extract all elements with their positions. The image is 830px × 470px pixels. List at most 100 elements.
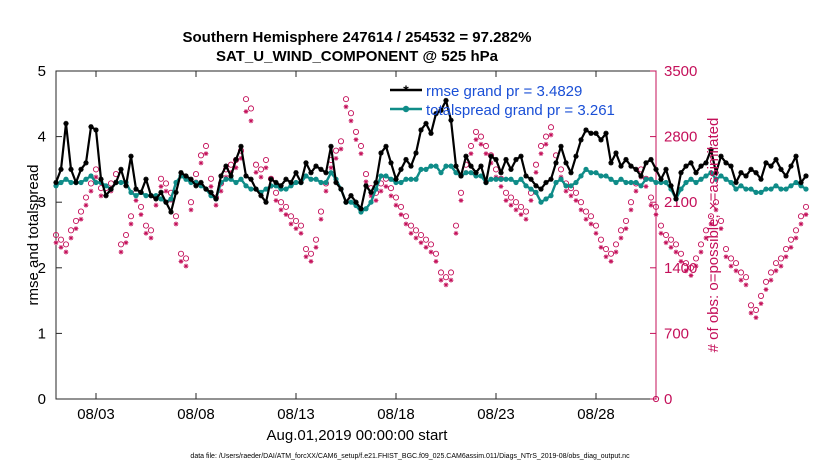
obs-assimilated-point bbox=[693, 263, 699, 269]
asterisk-stroke bbox=[59, 245, 63, 250]
asterisk-stroke bbox=[704, 236, 708, 240]
asterisk-stroke bbox=[643, 160, 649, 166]
asterisk-stroke bbox=[694, 264, 698, 269]
obs-possible-point bbox=[422, 236, 430, 243]
asterisk-stroke bbox=[514, 207, 518, 212]
obs-assimilated-point bbox=[248, 118, 254, 124]
asterisk-stroke bbox=[778, 167, 784, 172]
obs-possible-point bbox=[127, 213, 135, 220]
obs-assimilated-point bbox=[253, 170, 259, 175]
asterisk-stroke bbox=[164, 189, 168, 194]
totalspread-point bbox=[538, 199, 544, 205]
totalspread-point bbox=[323, 179, 329, 186]
obs-possible-point bbox=[672, 241, 680, 248]
obs-assimilated-point bbox=[203, 151, 209, 157]
obs-possible-point bbox=[182, 255, 190, 262]
obs-assimilated-point bbox=[588, 221, 594, 227]
obs-assimilated-point bbox=[433, 259, 439, 264]
obs-possible-point bbox=[762, 278, 770, 285]
asterisk-stroke bbox=[743, 173, 749, 179]
asterisk-stroke bbox=[118, 167, 124, 172]
asterisk-stroke bbox=[209, 184, 213, 189]
totalspread-point bbox=[418, 166, 424, 172]
asterisk-stroke bbox=[129, 221, 133, 226]
asterisk-stroke bbox=[238, 144, 244, 149]
obs-assimilated-point bbox=[143, 230, 149, 236]
totalspread-point bbox=[753, 189, 759, 195]
obs-possible-point bbox=[442, 274, 450, 281]
rmse-point bbox=[188, 176, 194, 182]
rmse-point bbox=[123, 183, 129, 189]
obs-assimilated-point bbox=[373, 198, 379, 203]
obs-possible-point bbox=[452, 222, 460, 229]
right-tick-label: 0 bbox=[664, 391, 672, 408]
asterisk-stroke bbox=[293, 170, 299, 176]
asterisk-stroke bbox=[303, 160, 309, 166]
asterisk-stroke bbox=[678, 170, 684, 176]
rmse-point bbox=[398, 166, 404, 172]
totalspread-point bbox=[573, 179, 579, 186]
obs-possible-point bbox=[727, 255, 735, 262]
rmse-point bbox=[178, 170, 184, 176]
obs-possible-point bbox=[432, 250, 440, 257]
asterisk-stroke bbox=[568, 170, 574, 176]
obs-possible-point bbox=[307, 250, 315, 257]
asterisk-stroke bbox=[158, 189, 164, 195]
obs-assimilated-point bbox=[698, 249, 704, 255]
obs-possible-point bbox=[732, 260, 740, 267]
totalspread-point bbox=[383, 173, 389, 179]
obs-assimilated-point bbox=[718, 226, 724, 232]
asterisk-stroke bbox=[634, 189, 638, 194]
asterisk-stroke bbox=[684, 268, 688, 273]
asterisk-stroke bbox=[373, 180, 379, 185]
asterisk-stroke bbox=[644, 184, 648, 189]
asterisk-stroke bbox=[413, 150, 419, 156]
obs-possible-point bbox=[342, 96, 350, 103]
obs-possible-point bbox=[482, 142, 490, 150]
obs-possible-point bbox=[737, 269, 745, 276]
asterisk-stroke bbox=[504, 198, 508, 203]
rmse-point bbox=[298, 179, 304, 186]
asterisk-stroke bbox=[353, 199, 359, 205]
asterisk-stroke bbox=[474, 137, 478, 142]
obs-assimilated-point bbox=[453, 230, 459, 236]
obs-assimilated-point bbox=[738, 277, 744, 283]
rmse-point bbox=[793, 153, 799, 159]
rmse-point bbox=[103, 193, 109, 199]
obs-assimilated-point bbox=[438, 277, 444, 283]
rmse-point bbox=[198, 179, 204, 186]
rmse-point bbox=[718, 153, 724, 159]
obs-possible-point bbox=[512, 199, 520, 206]
obs-possible-point bbox=[577, 199, 585, 206]
asterisk-stroke bbox=[493, 157, 499, 162]
asterisk-stroke bbox=[579, 207, 583, 212]
asterisk-stroke bbox=[324, 189, 328, 194]
obs-assimilated-point bbox=[263, 165, 269, 171]
obs-assimilated-point bbox=[508, 202, 514, 208]
asterisk-stroke bbox=[724, 254, 728, 259]
rmse-point bbox=[133, 186, 139, 192]
asterisk-stroke bbox=[328, 144, 334, 149]
totalspread-point bbox=[553, 179, 559, 186]
asterisk-stroke bbox=[364, 179, 368, 184]
obs-assimilated-point bbox=[613, 249, 619, 255]
asterisk-stroke bbox=[349, 118, 353, 123]
asterisk-stroke bbox=[758, 176, 764, 182]
totalspread-point bbox=[523, 183, 529, 189]
totalspread-point bbox=[613, 179, 619, 186]
asterisk-stroke bbox=[534, 170, 538, 175]
obs-possible-point bbox=[202, 142, 210, 150]
asterisk-stroke bbox=[598, 137, 604, 143]
rmse-point bbox=[203, 186, 209, 192]
asterisk-stroke bbox=[394, 203, 398, 208]
obs-possible-point bbox=[207, 175, 215, 182]
rmse-point bbox=[423, 120, 429, 127]
totalspread-point bbox=[503, 176, 509, 182]
totalspread-point bbox=[648, 176, 654, 182]
asterisk-stroke bbox=[319, 217, 323, 222]
asterisk-stroke bbox=[133, 186, 139, 192]
asterisk-stroke bbox=[533, 183, 539, 189]
asterisk-stroke bbox=[298, 180, 304, 185]
rmse-point bbox=[598, 137, 604, 143]
asterisk-stroke bbox=[543, 180, 549, 185]
